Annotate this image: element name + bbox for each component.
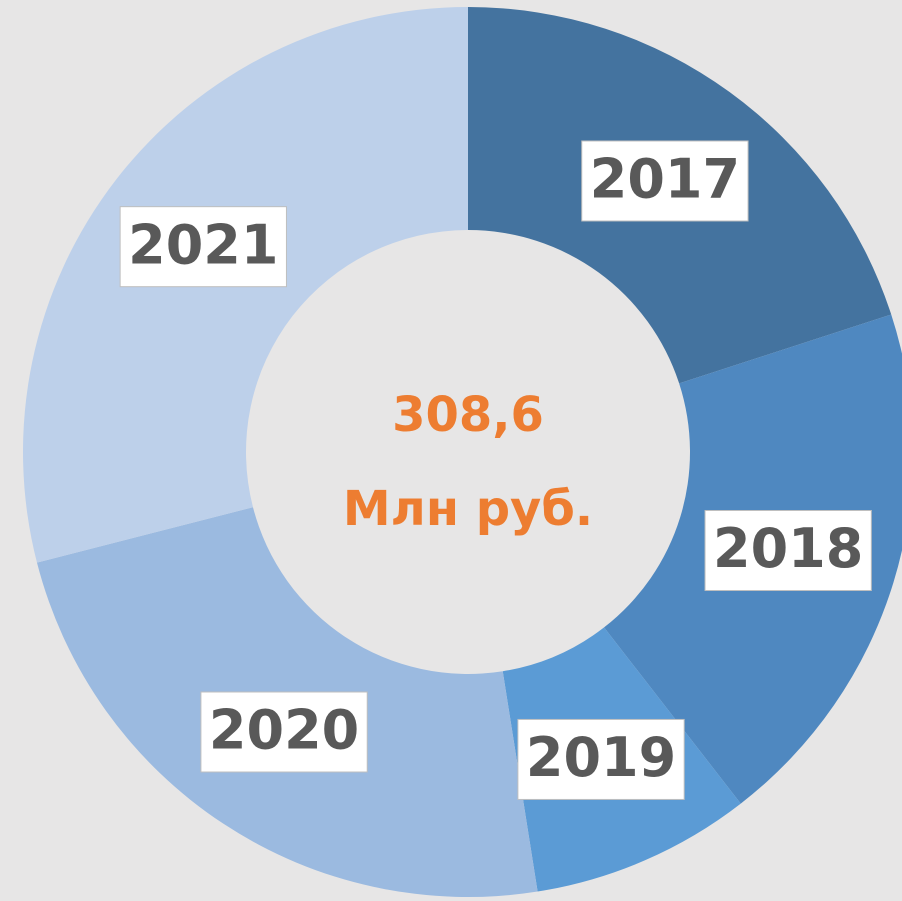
label-box <box>200 691 368 773</box>
label-box <box>119 206 287 288</box>
center-value: 308,6 <box>392 387 544 443</box>
slice-label: 2017 <box>590 148 740 211</box>
slice-label: 2018 <box>713 517 863 580</box>
label-box <box>517 718 685 800</box>
slice-label: 2019 <box>526 726 676 789</box>
slice-label: 2021 <box>128 213 278 276</box>
slice-label: 2020 <box>209 699 359 762</box>
center-unit: Млн руб. <box>343 481 593 537</box>
label-box <box>581 140 749 222</box>
label-box <box>704 510 872 592</box>
